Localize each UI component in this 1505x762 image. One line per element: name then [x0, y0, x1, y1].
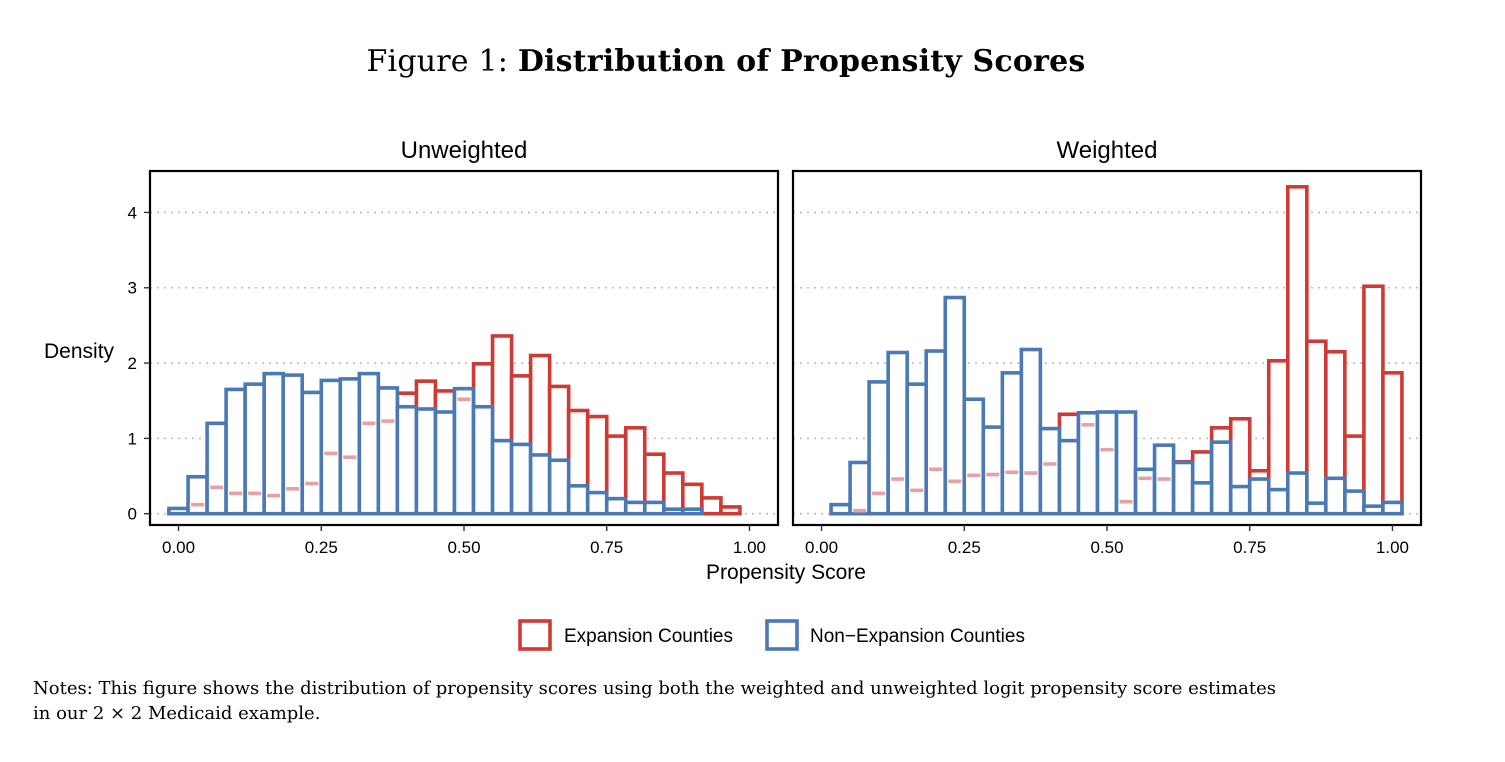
bar-weighted-expansion-26 — [1305, 339, 1328, 516]
legend-swatch-nonexpansion — [765, 619, 799, 651]
bar-unweighted-nonexpansion-18 — [509, 442, 533, 516]
panel-title-unweighted: Unweighted — [401, 137, 528, 164]
bar-unweighted-nonexpansion-24 — [623, 500, 647, 516]
x-tick-label-unweighted-3: 0.75 — [590, 538, 623, 557]
figure-notes-line-2: in our 2 × 2 Medicaid example. — [33, 703, 321, 724]
bar-unweighted-expansion-29 — [719, 505, 742, 516]
bar-unweighted-nonexpansion-0 — [167, 506, 190, 516]
bar-unweighted-nonexpansion-10 — [357, 371, 381, 516]
bar-weighted-nonexpansion-11 — [1019, 347, 1043, 516]
bar-unweighted-nonexpansion-17 — [490, 438, 514, 516]
bar-weighted-expansion-25 — [1286, 185, 1309, 516]
bar-weighted-nonexpansion-6 — [924, 349, 948, 516]
figure-notes: Notes: This figure shows the distributio… — [33, 676, 1433, 726]
x-tick-label-weighted-0: 0.00 — [805, 538, 838, 557]
x-tick-label-unweighted-1: 0.25 — [305, 538, 338, 557]
bar-weighted-nonexpansion-14 — [1076, 410, 1100, 516]
bar-unweighted-nonexpansion-7 — [300, 390, 324, 516]
figure-title-text: Distribution of Propensity Scores — [517, 44, 1086, 79]
x-tick-label-unweighted-4: 1.00 — [733, 538, 766, 557]
bar-unweighted-nonexpansion-20 — [547, 458, 571, 516]
bar-weighted-nonexpansion-1 — [829, 502, 852, 516]
legend-swatch-expansion — [518, 619, 552, 651]
bar-weighted-nonexpansion-28 — [1343, 489, 1366, 516]
y-tick-label-0: 0 — [128, 505, 137, 524]
bar-unweighted-nonexpansion-25 — [643, 500, 666, 516]
figure-title-prefix: Figure 1: — [366, 44, 509, 79]
y-tick-label-1: 1 — [128, 429, 137, 448]
x-axis-label: Propensity Score — [706, 561, 866, 584]
bar-weighted-nonexpansion-19 — [1171, 460, 1195, 516]
x-tick-label-unweighted-2: 0.50 — [447, 538, 480, 557]
bar-unweighted-nonexpansion-19 — [528, 453, 552, 516]
bar-weighted-nonexpansion-16 — [1114, 410, 1138, 516]
bar-weighted-nonexpansion-5 — [905, 382, 928, 516]
bar-weighted-nonexpansion-10 — [1000, 371, 1024, 516]
y-tick-label-2: 2 — [128, 354, 137, 373]
bar-weighted-nonexpansion-29 — [1362, 504, 1385, 516]
bar-unweighted-nonexpansion-27 — [681, 507, 704, 516]
bar-weighted-expansion-30 — [1381, 371, 1404, 516]
bar-unweighted-nonexpansion-1 — [186, 474, 209, 516]
y-axis-label: Density — [44, 340, 115, 363]
bar-weighted-nonexpansion-20 — [1190, 481, 1214, 516]
bar-weighted-nonexpansion-8 — [962, 397, 986, 516]
bar-unweighted-nonexpansion-16 — [471, 404, 495, 516]
panel-title-weighted: Weighted — [1057, 137, 1158, 164]
bar-unweighted-expansion-28 — [700, 496, 723, 516]
bar-weighted-nonexpansion-23 — [1247, 477, 1271, 516]
bar-weighted-nonexpansion-9 — [981, 425, 1005, 516]
bar-weighted-nonexpansion-30 — [1381, 500, 1404, 516]
y-tick-label-3: 3 — [128, 279, 137, 298]
bar-unweighted-nonexpansion-12 — [395, 404, 419, 516]
bar-unweighted-nonexpansion-13 — [414, 407, 438, 516]
bar-unweighted-nonexpansion-14 — [433, 410, 457, 516]
x-tick-label-weighted-4: 1.00 — [1376, 538, 1409, 557]
bar-unweighted-nonexpansion-8 — [319, 378, 343, 516]
bar-unweighted-nonexpansion-21 — [566, 484, 590, 516]
bar-weighted-nonexpansion-26 — [1305, 501, 1328, 516]
bar-unweighted-nonexpansion-15 — [452, 386, 476, 516]
y-tick-label-4: 4 — [128, 203, 137, 222]
bar-unweighted-nonexpansion-2 — [205, 421, 228, 516]
bar-weighted-nonexpansion-22 — [1228, 484, 1252, 516]
bar-weighted-nonexpansion-27 — [1324, 476, 1347, 516]
figure-notes-line-1: Notes: This figure shows the distributio… — [33, 678, 1276, 699]
x-tick-label-weighted-3: 0.75 — [1233, 538, 1266, 557]
bar-weighted-expansion-29 — [1362, 284, 1385, 516]
bar-weighted-nonexpansion-17 — [1133, 467, 1157, 516]
legend-label-expansion: Expansion Counties — [564, 626, 733, 647]
bar-weighted-nonexpansion-13 — [1057, 438, 1081, 516]
x-tick-label-weighted-2: 0.50 — [1090, 538, 1123, 557]
bar-unweighted-nonexpansion-23 — [604, 496, 628, 516]
bar-weighted-nonexpansion-24 — [1266, 487, 1290, 516]
figure-title: Figure 1: Distribution of Propensity Sco… — [0, 44, 1452, 79]
bar-unweighted-nonexpansion-22 — [585, 490, 609, 516]
bar-weighted-nonexpansion-2 — [848, 460, 871, 516]
bar-weighted-nonexpansion-4 — [886, 350, 909, 516]
legend-label-nonexpansion: Non−Expansion Counties — [810, 626, 1025, 647]
bar-weighted-nonexpansion-21 — [1209, 440, 1233, 516]
bar-weighted-nonexpansion-15 — [1095, 410, 1119, 516]
bar-unweighted-nonexpansion-26 — [662, 507, 685, 516]
bar-weighted-nonexpansion-12 — [1038, 426, 1062, 516]
x-tick-label-unweighted-0: 0.00 — [162, 538, 195, 557]
bar-unweighted-nonexpansion-6 — [281, 373, 305, 516]
bar-unweighted-nonexpansion-9 — [338, 377, 362, 516]
bar-weighted-nonexpansion-25 — [1286, 471, 1309, 516]
bar-unweighted-nonexpansion-11 — [376, 386, 400, 516]
x-tick-label-weighted-1: 0.25 — [948, 538, 981, 557]
bar-unweighted-nonexpansion-5 — [262, 371, 285, 516]
